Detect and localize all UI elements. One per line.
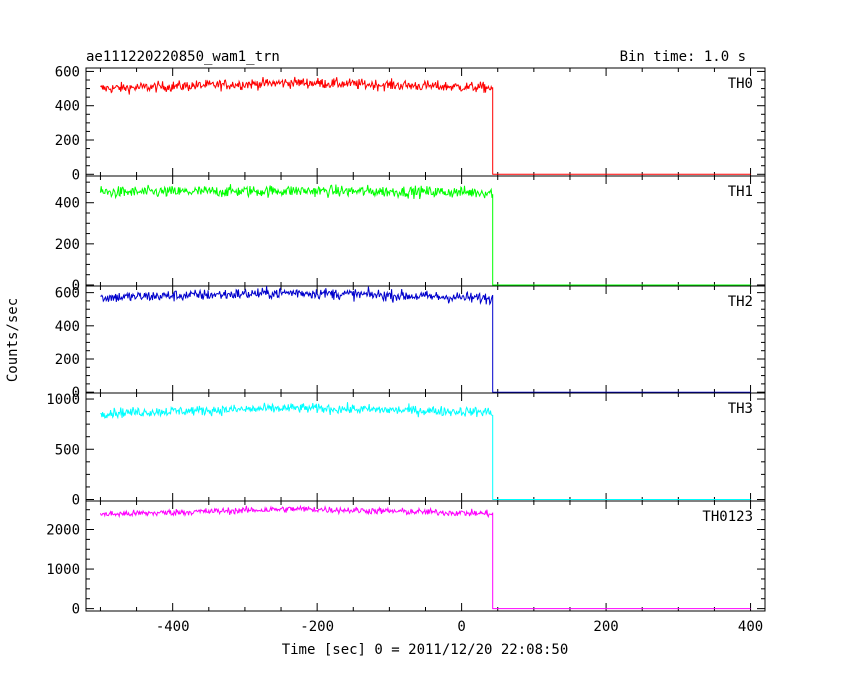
x-tick-label: 200 [593,619,618,635]
y-tick-label: 200 [55,352,80,368]
series-line-th0 [100,76,751,175]
x-tick-label: -400 [156,619,190,635]
y-tick-label: 500 [55,442,80,458]
x-tick-label: 0 [457,619,465,635]
panel-th2: 0 200 400 600 TH2 [55,285,766,401]
series-line-th3 [100,402,751,500]
panel-frame [85,392,766,502]
series-line-th2 [100,286,751,393]
y-tick-label: 1000 [46,392,80,408]
y-ticks: 0 200 400 600 [55,64,765,183]
panel-label: TH3 [728,401,753,417]
y-tick-label: 600 [55,286,80,302]
y-tick-label: 400 [55,319,80,335]
y-tick-label: 600 [55,64,80,80]
y-tick-label: 400 [55,196,80,212]
y-tick-label: 0 [72,278,80,294]
panel-label: TH0 [728,76,753,92]
y-axis-label: Counts/sec [5,298,21,382]
panel-label: TH2 [728,294,753,310]
y-ticks: 0 200 400 600 [55,286,765,401]
series-line-th1 [99,184,751,286]
x-ticks [99,393,752,501]
panel-th0123: 0 1000 2000 TH0123 [46,500,766,618]
y-tick-label: 1000 [46,562,80,578]
chart-title: ae111220220850_wam1_trn [86,49,280,65]
x-ticks [99,68,752,176]
x-tick-label: 400 [738,619,763,635]
panel-frame [85,285,766,394]
panel-label: TH0123 [702,509,753,525]
y-tick-label: 200 [55,133,80,149]
y-ticks: 0 1000 2000 [46,509,765,618]
bin-time-label: Bin time: 1.0 s [620,49,746,65]
panels-group: 0 200 400 600 TH0 0 200 400 TH1 0 200 400 600 TH2 0 500… [46,64,766,618]
y-tick-label: 200 [55,237,80,253]
y-tick-label: 2000 [46,522,80,538]
y-tick-label: 0 [72,385,80,401]
series-line-th0123 [99,504,751,610]
panel-label: TH1 [728,184,753,200]
x-axis-label: Time [sec] 0 = 2011/12/20 22:08:50 [282,642,569,658]
y-tick-label: 400 [55,99,80,115]
x-axis: -400 -200 0 200 400 [156,619,763,635]
x-tick-label: -200 [300,619,334,635]
y-ticks: 0 500 1000 [46,392,765,508]
y-tick-label: 0 [72,602,80,618]
y-ticks: 0 200 400 [55,181,765,294]
x-ticks [99,286,752,393]
x-ticks [99,501,752,611]
y-tick-label: 0 [72,492,80,508]
panel-th1: 0 200 400 TH1 [55,175,766,294]
panel-th3: 0 500 1000 TH3 [46,392,766,508]
y-tick-label: 0 [72,167,80,183]
panel-th0: 0 200 400 600 TH0 [55,64,766,183]
panel-frame [85,500,766,612]
